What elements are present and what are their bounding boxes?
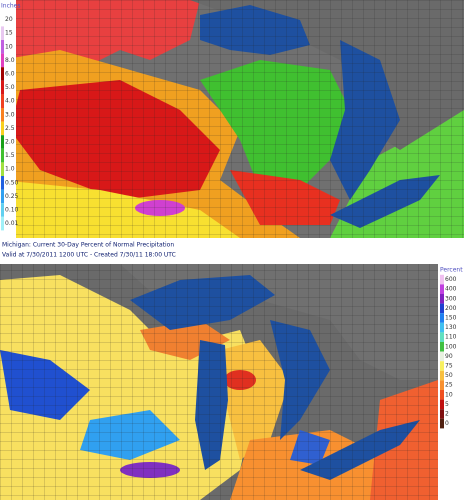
legend-label: 0 [445, 420, 449, 427]
legend-label: 0.50 [5, 179, 19, 186]
bottom-map: Percent600400300200150130110100907550251… [0, 264, 464, 500]
legend-swatch [440, 313, 444, 323]
legend-title: Inches [1, 3, 21, 10]
legend-swatch [1, 121, 4, 136]
legend-label: 300 [445, 295, 457, 302]
header-band [0, 238, 464, 264]
legend-label: 1.5 [5, 152, 15, 159]
legend-swatch [1, 189, 4, 204]
legend-swatch [440, 418, 444, 429]
legend-label: 6.0 [5, 71, 15, 78]
top-map: Inches 20 15 10 8.0 6.0 5.0 4.0 3.0 2.5 2.0 1.5 1.0 0… [0, 0, 464, 238]
legend-label: 20 [5, 16, 13, 23]
legend-swatch [1, 67, 4, 81]
legend-label: 1.0 [5, 166, 15, 173]
legend-swatch [1, 135, 4, 149]
legend-label: 0.01 [5, 220, 19, 227]
legend: Inches 20 15 10 8.0 6.0 5.0 4.0 3.0 2.5 2.0 1.5 1.0 0… [1, 3, 21, 231]
legend-swatch [440, 322, 444, 333]
legend-label: 5 [445, 401, 449, 408]
legend-swatch [1, 176, 4, 190]
legend-label: 4.0 [5, 98, 15, 105]
legend-swatch [1, 108, 4, 122]
legend-label: 600 [445, 276, 457, 283]
legend-swatch [440, 390, 444, 400]
legend-swatch [440, 399, 444, 410]
legend-label: 50 [445, 372, 453, 379]
legend-label: 10 [445, 391, 453, 398]
legend-label: 100 [445, 343, 457, 350]
legend-swatch [440, 294, 444, 304]
legend-swatch [1, 26, 4, 40]
legend-label: 400 [445, 286, 457, 293]
header-title: Michigan: Current 30-Day Percent of Norm… [2, 242, 174, 249]
legend-label: 25 [445, 382, 453, 389]
legend-label: 150 [445, 315, 457, 322]
legend-swatch [440, 370, 444, 381]
legend-swatch [440, 342, 444, 352]
legend-swatch [1, 162, 4, 176]
legend-label: 15 [5, 30, 13, 37]
legend-label: 5.0 [5, 84, 15, 91]
legend-label: 8.0 [5, 57, 15, 64]
legend-label: 0.25 [5, 193, 19, 200]
legend-swatch [440, 380, 444, 390]
county-lines [0, 264, 438, 500]
legend-title: Percent [440, 267, 463, 274]
legend-swatch [440, 361, 444, 371]
legend-swatch [1, 12, 4, 27]
legend-swatch [440, 351, 444, 362]
legend-label: 2.0 [5, 139, 15, 146]
legend-label: 2 [445, 411, 449, 418]
legend-swatch [1, 148, 4, 163]
legend-swatch [1, 203, 4, 217]
legend-label: 2.5 [5, 125, 15, 132]
legend-swatch [1, 53, 4, 68]
legend-label: 3.0 [5, 111, 15, 118]
legend-swatch [440, 284, 444, 294]
header-subtitle: Valid at 7/30/2011 1200 UTC - Created 7/… [2, 252, 176, 259]
legend-label: 130 [445, 324, 457, 331]
legend-swatch [1, 80, 4, 95]
legend-swatch [440, 303, 444, 314]
legend-swatch [440, 274, 444, 285]
legend-label: 0.10 [5, 207, 19, 214]
legend-label: 110 [445, 334, 457, 341]
legend-label: 200 [445, 305, 457, 312]
legend-swatch [440, 332, 444, 342]
legend-swatch [440, 409, 444, 419]
legend-label: 10 [5, 43, 13, 50]
legend-label: 75 [445, 363, 453, 370]
legend-label: 90 [445, 353, 453, 360]
legend-swatch [1, 40, 4, 54]
legend: Percent600400300200150130110100907550251… [440, 267, 463, 429]
county-lines [0, 0, 464, 238]
legend-swatch [1, 216, 4, 231]
legend-swatch [1, 94, 4, 108]
